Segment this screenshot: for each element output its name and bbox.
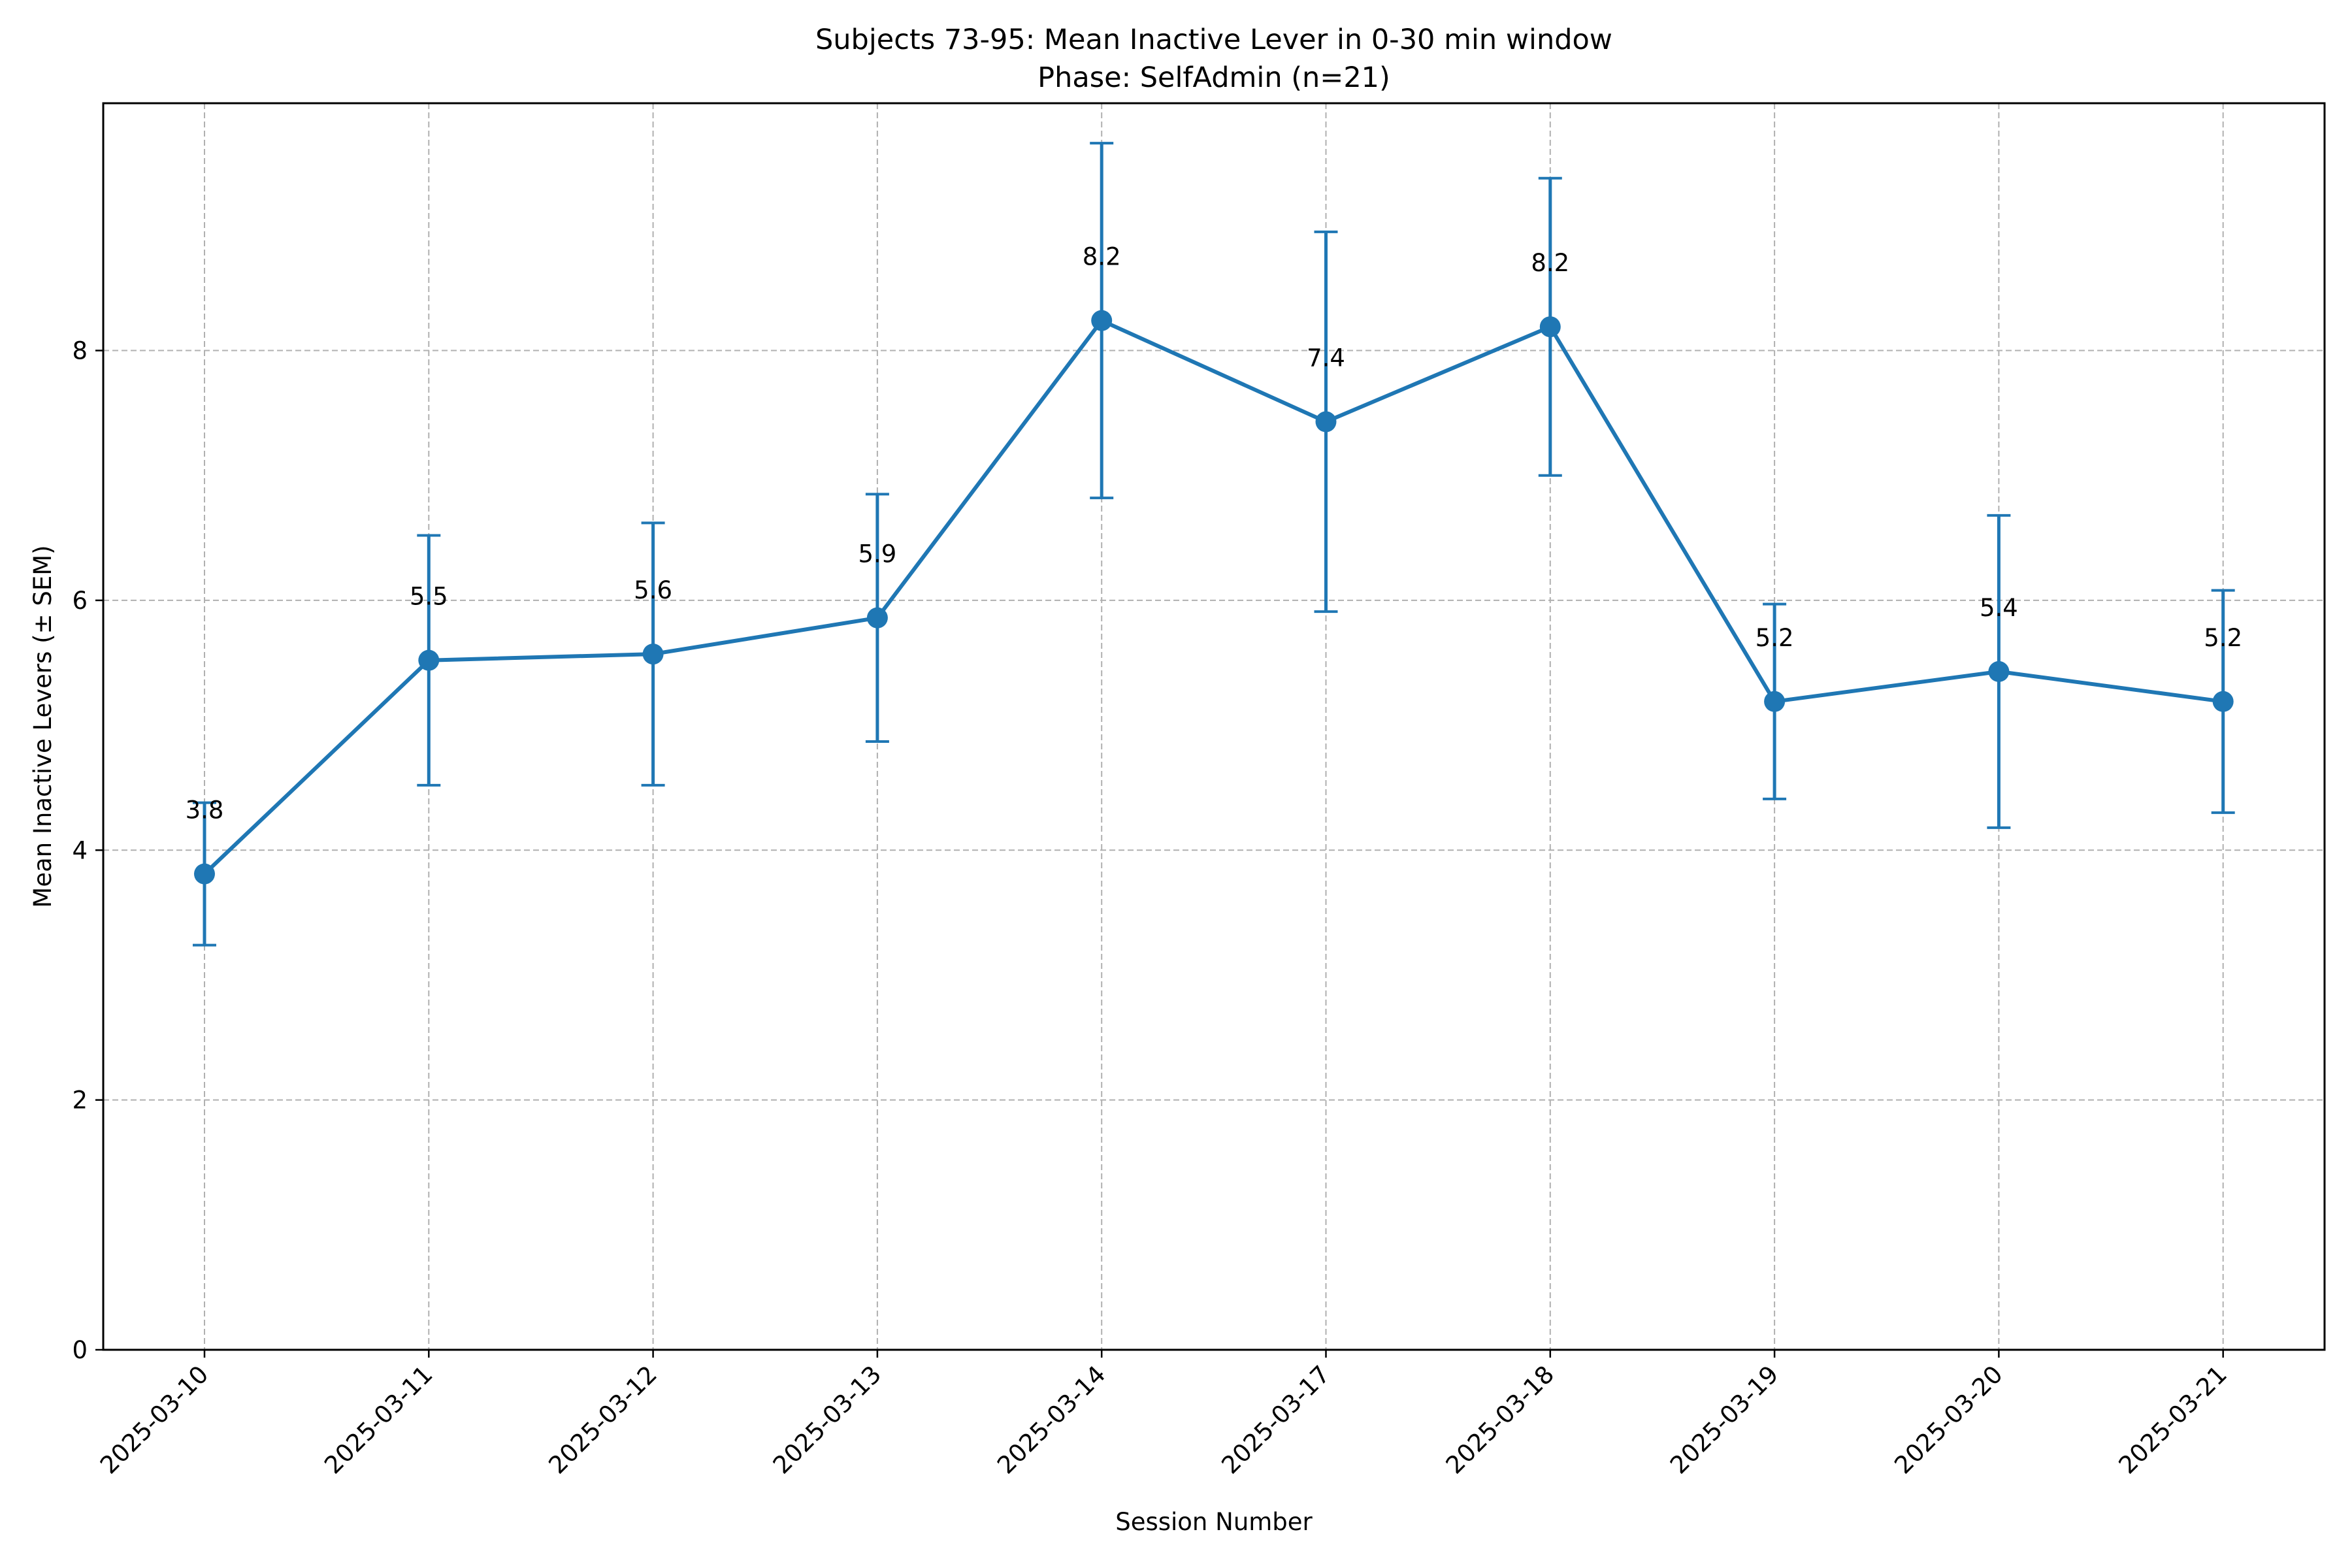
data-label: 3.8	[186, 796, 224, 825]
data-point	[1539, 316, 1561, 338]
data-label: 8.2	[1531, 249, 1569, 277]
data-point	[194, 863, 215, 885]
y-tick-label: 6	[72, 587, 88, 615]
data-point	[1764, 691, 1786, 712]
chart-title: Subjects 73-95: Mean Inactive Lever in 0…	[815, 24, 1612, 56]
y-tick-label: 0	[72, 1336, 88, 1364]
data-label: 7.4	[1307, 344, 1345, 372]
data-labels: 3.8 5.5 5.6 5.9 8.2 7.4 8.2 5.2 5.4 5.2	[186, 243, 2243, 825]
data-point	[1988, 661, 2010, 682]
y-axis-label: Mean Inactive Levers (± SEM)	[29, 545, 57, 907]
data-point	[866, 607, 888, 629]
data-label: 5.4	[1980, 594, 2018, 622]
series-line	[203, 318, 2224, 875]
data-label: 5.6	[634, 576, 672, 604]
y-tick-label: 8	[72, 337, 88, 365]
y-tick-label: 4	[72, 836, 88, 864]
y-axis: 0 2 4 6 8	[72, 337, 103, 1364]
data-label: 5.9	[858, 540, 896, 568]
data-label: 5.2	[1756, 624, 1794, 652]
x-axis-label: Session Number	[1115, 1508, 1313, 1536]
data-point	[642, 644, 664, 665]
data-points	[194, 310, 2234, 885]
data-point	[2212, 691, 2234, 712]
data-point	[418, 649, 440, 671]
chart-subtitle: Phase: SelfAdmin (n=21)	[1037, 61, 1390, 94]
plot-area-frame	[102, 102, 2326, 1351]
data-point	[1091, 310, 1113, 331]
data-label: 5.2	[2204, 624, 2242, 652]
data-label: 8.2	[1083, 243, 1121, 271]
y-tick-label: 2	[72, 1086, 88, 1115]
series-line-group	[203, 318, 2224, 875]
data-label: 5.5	[410, 583, 448, 611]
data-point	[1315, 411, 1337, 433]
